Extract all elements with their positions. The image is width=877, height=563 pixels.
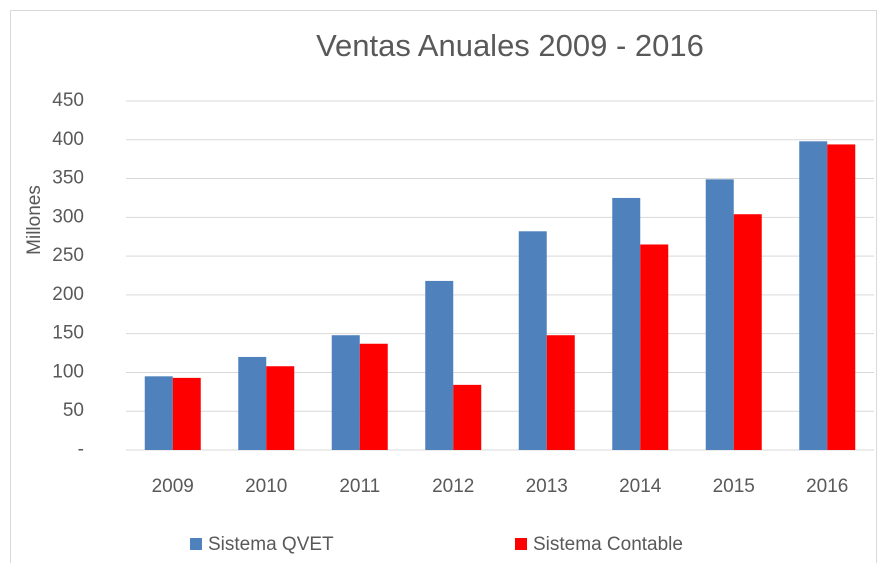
y-tick-label: 300: [52, 206, 84, 227]
x-tick-label: 2011: [339, 476, 380, 497]
legend-label: Sistema QVET: [208, 534, 334, 555]
y-tick-label: 200: [52, 284, 84, 305]
x-tick-label: 2010: [245, 476, 287, 497]
y-tick-label: 250: [52, 245, 84, 266]
legend-swatch: [515, 538, 527, 550]
x-tick-label: 2015: [713, 476, 755, 497]
bar: [705, 179, 734, 450]
bar: [799, 141, 828, 450]
bar: [827, 144, 856, 451]
y-tick-label: 100: [52, 361, 84, 382]
legend-label: Sistema Contable: [533, 534, 683, 555]
bar: [612, 197, 641, 450]
x-tick-label: 2013: [526, 476, 568, 497]
y-tick-label: 150: [52, 323, 84, 344]
y-tick-label: 400: [52, 129, 84, 150]
x-tick-label: 2012: [432, 476, 474, 497]
bar: [172, 377, 201, 450]
y-axis-label: Millones: [24, 185, 45, 255]
bar: [266, 366, 295, 450]
bar: [359, 343, 388, 450]
y-tick-label: 350: [52, 168, 84, 189]
bar: [453, 384, 482, 450]
chart-title: Ventas Anuales 2009 - 2016: [316, 28, 704, 63]
y-tick-label: -: [78, 439, 84, 460]
bar: [518, 231, 547, 450]
bar: [640, 244, 669, 450]
y-tick-label: 450: [52, 90, 84, 111]
bar: [546, 335, 575, 450]
bar: [238, 356, 267, 450]
bar: [733, 214, 762, 450]
y-tick-label: 50: [63, 400, 84, 421]
x-tick-label: 2009: [152, 476, 194, 497]
x-tick-label: 2014: [619, 476, 662, 497]
bar: [425, 280, 454, 450]
x-tick-label: 2016: [806, 476, 848, 497]
bar: [331, 335, 360, 450]
legend-swatch: [190, 538, 202, 550]
bar: [144, 376, 173, 450]
